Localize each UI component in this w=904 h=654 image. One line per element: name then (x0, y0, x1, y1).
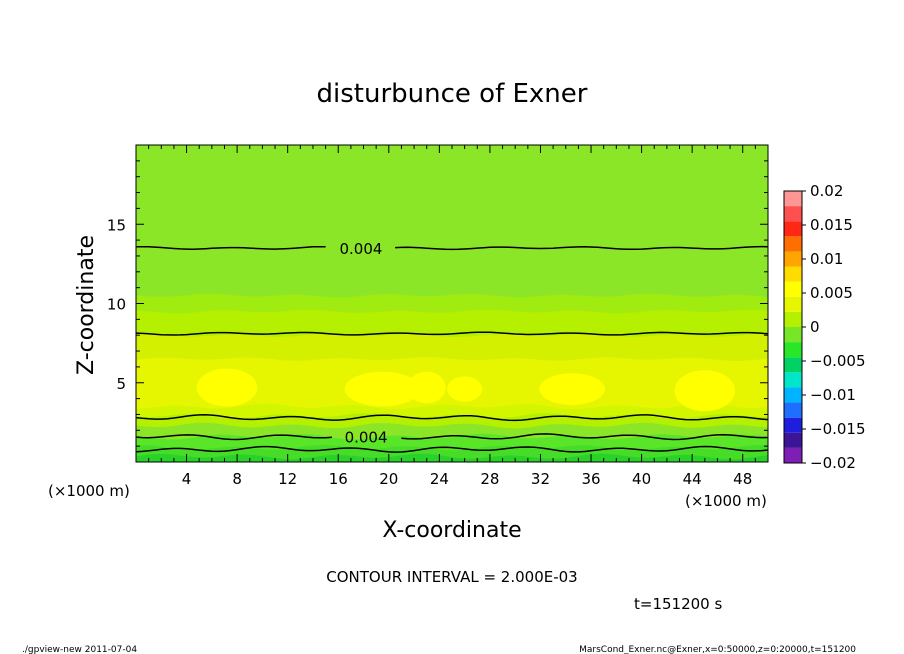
y-tick-label: 15 (107, 216, 126, 234)
contour-interval-note: CONTOUR INTERVAL = 2.000E-03 (326, 568, 577, 586)
colorbar-label: 0.02 (810, 182, 843, 200)
yellow-region-3 (446, 376, 483, 402)
colorbar-swatch (784, 191, 802, 207)
colorbar-label: −0.015 (810, 420, 866, 438)
contour-line-2 (135, 414, 769, 422)
yellow-region-1 (344, 371, 421, 407)
colorbar-swatch (784, 251, 802, 267)
yellow-region-2 (407, 371, 446, 404)
y-tick-label: 5 (116, 375, 126, 393)
footer-right-note: MarsCond_Exner.nc@Exner,x=0:50000,z=0:20… (579, 645, 856, 654)
colorbar-swatch (784, 372, 802, 388)
colorbar-label: 0.015 (810, 216, 853, 234)
contour-line-1 (135, 331, 769, 336)
x-tick-label: 12 (278, 470, 297, 488)
x-axis: 4 8 12 16 20 24 28 32 36 40 44 48 (148, 145, 756, 488)
colorbar-swatch (784, 387, 802, 403)
x-tick-label: 8 (232, 470, 242, 488)
colorbar-label: −0.02 (810, 454, 856, 472)
colorbar-swatch (784, 327, 802, 343)
y-tick-label: 10 (107, 296, 126, 314)
contour-line-3 (135, 433, 769, 441)
x-tick-label: 48 (733, 470, 752, 488)
colorbar-swatch (784, 432, 802, 448)
colorbar-swatch (784, 417, 802, 433)
colorbar-swatch (784, 357, 802, 373)
colorbar (783, 190, 803, 464)
x-tick-label: 4 (182, 470, 192, 488)
x-tick-label: 28 (480, 470, 499, 488)
chart-title: disturbunce of Exner (317, 79, 588, 109)
contour-lines: 0.004 0.004 (135, 240, 769, 453)
x-tick-label: 44 (683, 470, 702, 488)
x-tick-label: 16 (329, 470, 348, 488)
colorbar-swatch (784, 311, 802, 327)
colorbar-labels: 0.02 0.015 0.01 0.005 0 −0.005 −0.01 −0.015 −0.0… (802, 182, 866, 472)
colorbar-swatch (784, 266, 802, 282)
footer-left-note: ./gpview-new 2011-07-04 (22, 645, 137, 654)
yellow-region-4 (539, 373, 605, 405)
x-axis-label: X-coordinate (382, 518, 521, 543)
colorbar-swatch (784, 342, 802, 358)
y-axis: 5 10 15 (107, 160, 768, 447)
colorbar-label: 0 (810, 318, 820, 336)
colorbar-swatch (784, 221, 802, 237)
contour-label-0: 0.004 (340, 240, 383, 258)
y-axis-label: Z-coordinate (74, 235, 99, 375)
x-tick-label: 32 (531, 470, 550, 488)
colorbar-label: 0.005 (810, 284, 853, 302)
contour-line-4 (135, 445, 769, 453)
yellow-region-5 (674, 370, 736, 412)
x-tick-label: 20 (379, 470, 398, 488)
colorbar-swatch (784, 402, 802, 418)
yellow-region-0 (196, 368, 258, 407)
x-tick-label: 24 (430, 470, 449, 488)
contour-line-0 (135, 245, 769, 251)
plot-area (136, 145, 768, 462)
time-label: t=151200 s (634, 595, 722, 613)
x-tick-label: 40 (632, 470, 651, 488)
colorbar-swatch (784, 296, 802, 312)
colorbar-swatch (784, 281, 802, 297)
x-tick-label: 36 (581, 470, 600, 488)
colorbar-swatch (784, 236, 802, 252)
colorbar-label: −0.01 (810, 386, 856, 404)
colorbar-swatch (784, 447, 802, 463)
contour-band-0 (136, 453, 768, 462)
x-axis-unit-left: (×1000 m) (48, 482, 130, 500)
x-axis-unit-right: (×1000 m) (685, 492, 767, 510)
colorbar-label: −0.005 (810, 352, 866, 370)
colorbar-swatch (784, 206, 802, 222)
colorbar-label: 0.01 (810, 250, 843, 268)
contour-label-3: 0.004 (345, 429, 388, 447)
